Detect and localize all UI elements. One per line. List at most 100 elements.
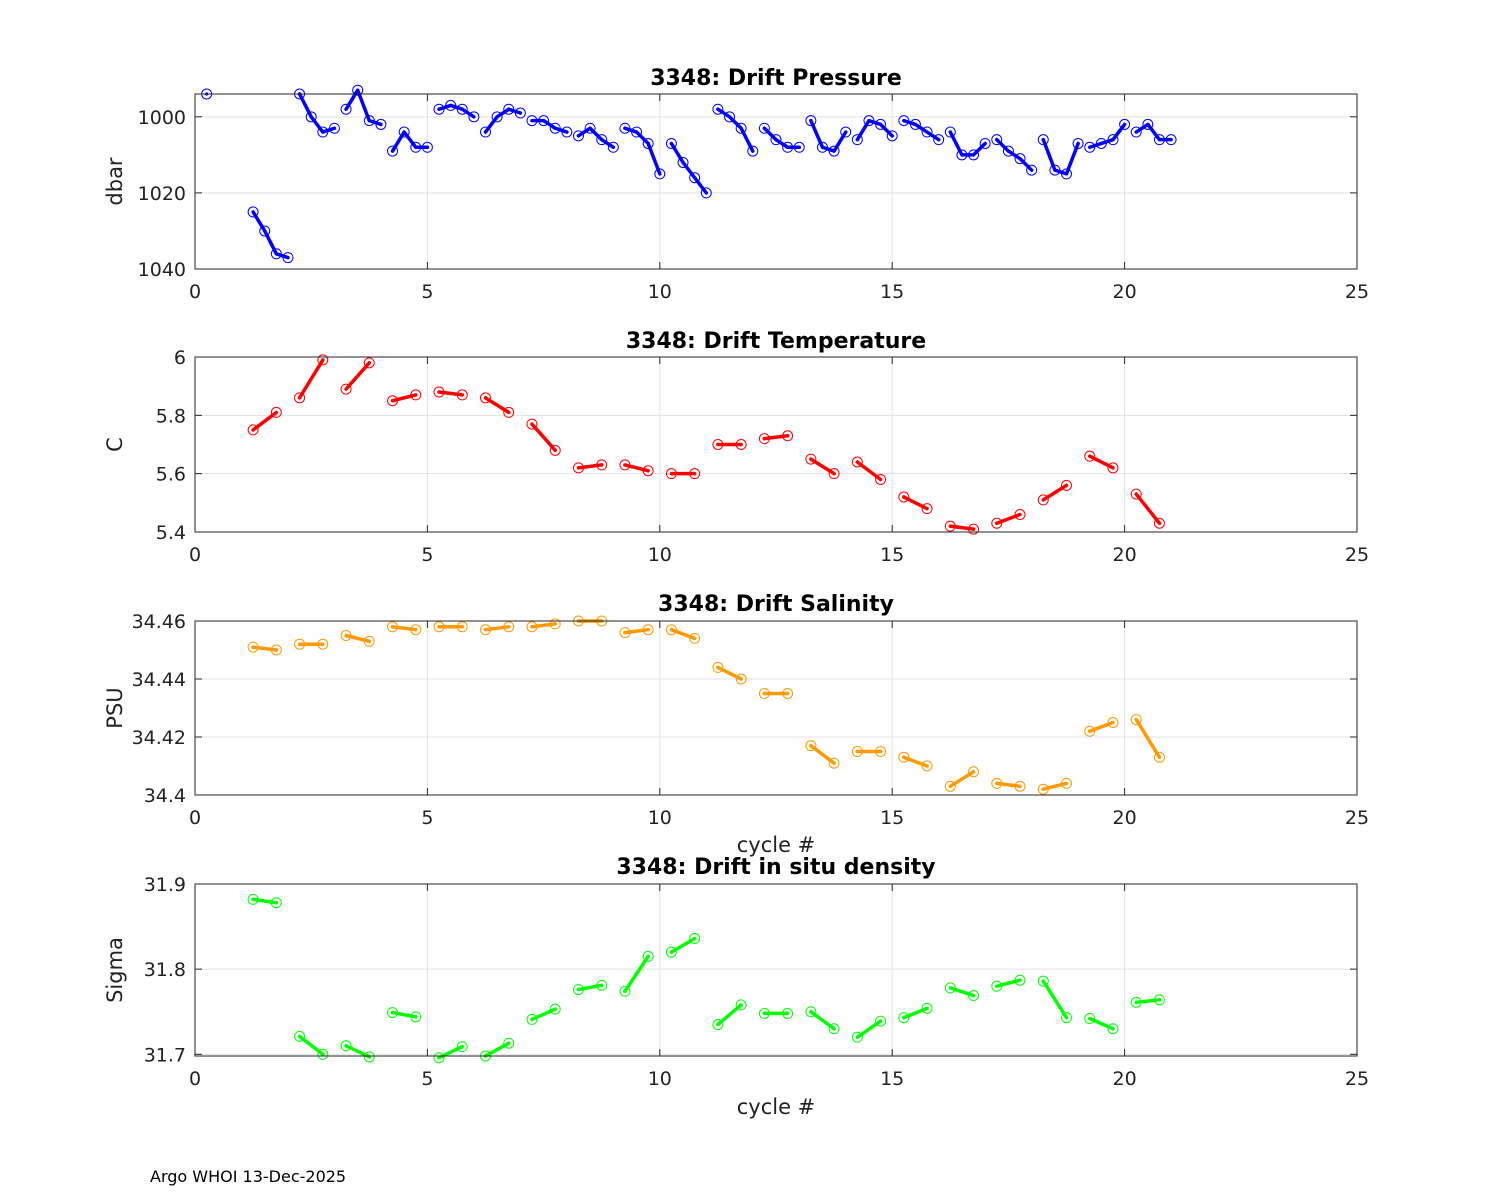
data-point	[596, 459, 608, 471]
y-tick-label: 31.7	[144, 1044, 186, 1066]
data-point	[549, 122, 561, 134]
data-point	[328, 122, 340, 134]
data-point-dot	[809, 119, 813, 123]
series-line	[716, 107, 755, 153]
data-point	[456, 1041, 468, 1053]
data-point	[968, 766, 980, 778]
data-point-dot	[600, 463, 604, 467]
data-point-dot	[507, 107, 511, 111]
data-point	[805, 740, 817, 752]
data-point	[1061, 479, 1072, 491]
series-line	[623, 126, 662, 176]
data-point-dot	[274, 410, 278, 415]
axes-box	[194, 356, 1358, 533]
data-point-dot	[1099, 141, 1103, 146]
data-point	[480, 126, 491, 138]
data-point-dot	[844, 130, 848, 134]
data-point	[456, 389, 468, 401]
data-point	[758, 688, 770, 699]
data-point	[677, 156, 689, 168]
series-line	[251, 210, 290, 260]
y-tick-label: 34.46	[132, 611, 186, 633]
series-line	[390, 393, 418, 403]
data-point-dot	[425, 145, 429, 149]
data-point	[665, 137, 677, 149]
data-point-dot	[832, 472, 836, 476]
data-point	[1061, 777, 1072, 789]
data-point	[793, 141, 805, 153]
data-point	[1014, 153, 1026, 165]
series-line	[902, 1006, 929, 1020]
x-axis-label: cycle #	[737, 833, 816, 857]
data-point	[433, 103, 445, 115]
y-axis-label: PSU	[103, 687, 127, 728]
data-point-dot	[1111, 1027, 1115, 1031]
data-point	[1002, 145, 1014, 157]
data-point-dot	[483, 628, 488, 632]
data-point	[851, 746, 863, 757]
data-point-dot	[646, 141, 650, 146]
y-tick-label: 31.9	[144, 874, 186, 896]
data-point-dot	[344, 387, 348, 391]
series-line	[995, 512, 1022, 525]
data-point-dot	[797, 145, 801, 149]
data-point-dot	[530, 422, 534, 426]
y-tick-label: 5.6	[156, 464, 186, 486]
data-point-dot	[437, 107, 441, 111]
data-point-dot	[1134, 492, 1138, 496]
data-point-dot	[437, 1056, 441, 1060]
series-line	[1087, 122, 1127, 150]
data-point-dot	[1088, 1016, 1092, 1021]
series-line	[483, 1041, 511, 1058]
data-point-dot	[321, 358, 325, 362]
data-point	[503, 621, 515, 633]
x-tick-label: 0	[189, 544, 201, 566]
data-point-dot	[344, 107, 348, 111]
data-point-dot	[878, 122, 883, 127]
data-point	[770, 134, 782, 146]
data-point	[1142, 118, 1154, 130]
data-point-dot	[646, 628, 650, 632]
data-point	[1165, 134, 1177, 146]
data-point-dot	[1041, 138, 1045, 142]
data-point	[933, 134, 945, 146]
data-point	[782, 1007, 794, 1019]
data-point-dot	[658, 172, 662, 176]
data-point	[1153, 994, 1165, 1006]
data-point-dot	[716, 107, 720, 111]
data-point	[363, 357, 375, 369]
data-point-dot	[251, 210, 255, 214]
data-point	[944, 126, 956, 138]
data-point-dot	[1088, 729, 1092, 733]
data-point-dot	[379, 122, 383, 127]
data-point	[828, 1023, 840, 1035]
data-point-dot	[1006, 149, 1011, 153]
data-point-dot	[553, 448, 557, 452]
x-tick-label: 5	[421, 1068, 433, 1090]
data-point	[1037, 783, 1049, 795]
data-point-dot	[390, 625, 395, 629]
data-point	[689, 172, 701, 184]
data-point-dot	[390, 1010, 395, 1015]
y-tick-label: 5.8	[156, 405, 186, 427]
data-point	[270, 406, 282, 418]
series-line	[669, 141, 709, 195]
data-point-dot	[576, 134, 581, 138]
data-point-dot	[1041, 979, 1045, 983]
data-point	[654, 168, 666, 180]
data-point	[1037, 494, 1049, 506]
series-line	[809, 118, 848, 153]
data-point	[898, 1012, 910, 1024]
data-point	[898, 115, 910, 127]
data-point	[526, 621, 538, 633]
data-point-dot	[576, 987, 581, 992]
x-tick-label: 20	[1113, 281, 1137, 303]
data-point-dot	[878, 477, 883, 482]
data-point-dot	[1076, 141, 1080, 146]
series-line	[297, 358, 325, 400]
data-point-dot	[913, 122, 918, 127]
data-point	[294, 392, 306, 404]
data-point-dot	[878, 1019, 883, 1023]
y-axis-label: dbar	[103, 157, 127, 206]
